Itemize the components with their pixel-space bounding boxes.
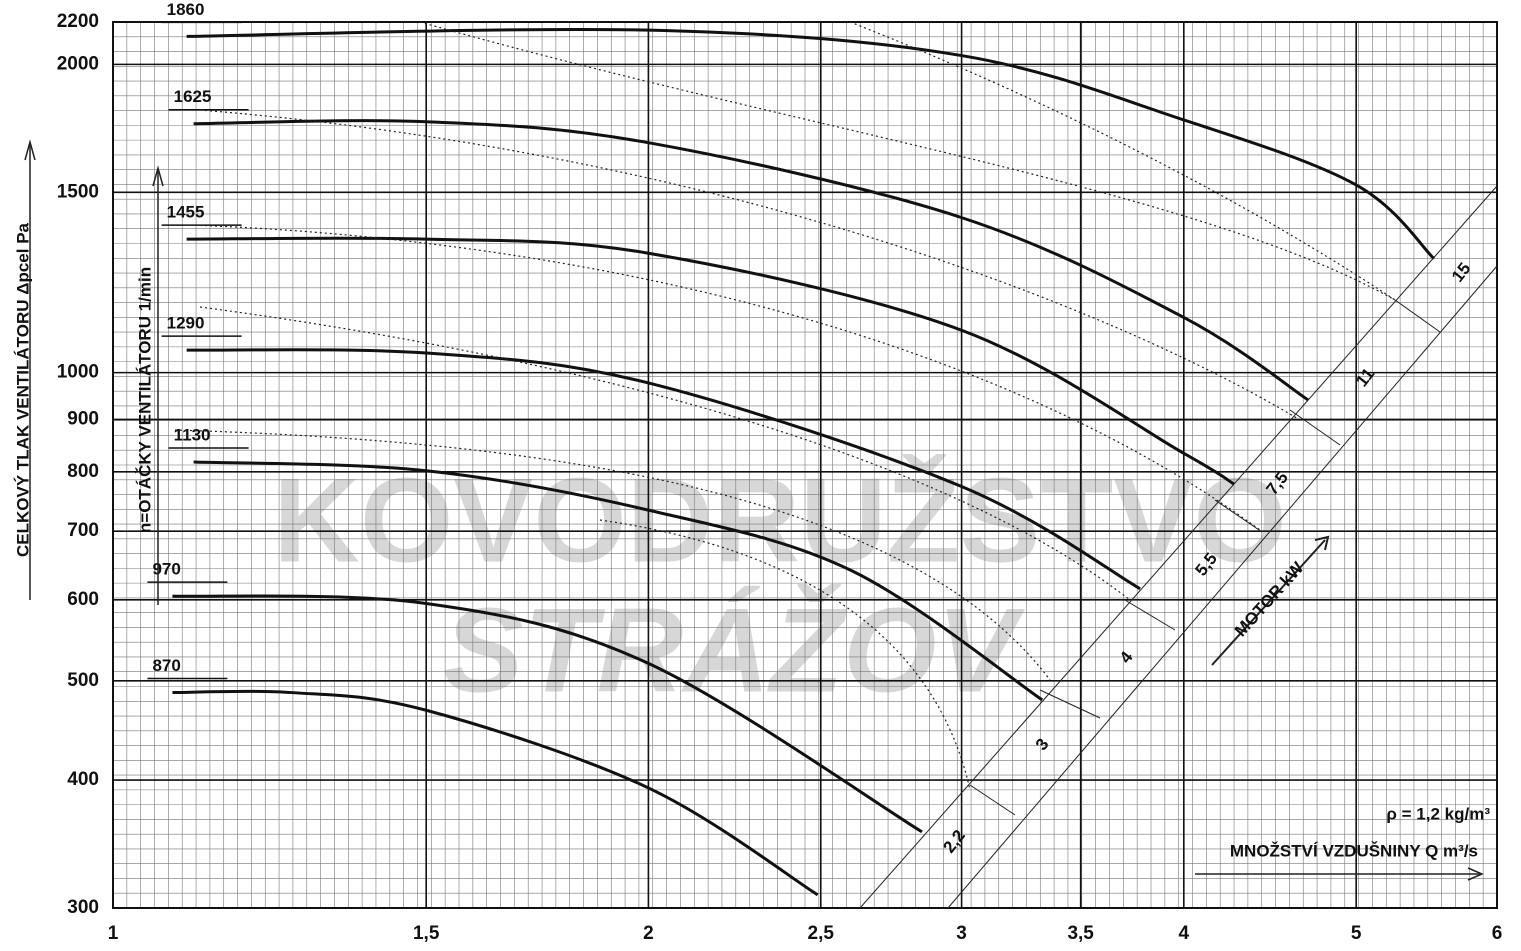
dotted-curve: [189, 224, 1261, 531]
fan-curve: [193, 460, 1044, 702]
y-arrow-head: [24, 139, 36, 161]
watermark: KOVODRUŽSTVO STRÁŽOV: [273, 454, 1286, 718]
x-axis-title: MNOŽSTVÍ VZDUŠNINY Q m³/s: [1230, 841, 1478, 860]
x-arrow-head: [1467, 867, 1484, 881]
motor-line: [947, 265, 1498, 909]
x-tick-label: 6: [1492, 923, 1503, 944]
fan-curve: [186, 27, 1436, 260]
n-arrow-head: [152, 165, 164, 187]
speed-label: 1860: [167, 0, 205, 19]
x-tick-label: 2: [643, 923, 654, 944]
fan-curve: [172, 689, 819, 897]
motor-line: [859, 185, 1498, 909]
efficiency-lines: [174, 21, 1396, 791]
x-tick-label: 1: [108, 923, 119, 944]
y-tick-label: 2200: [57, 11, 99, 32]
speed-label: 1625: [174, 87, 212, 106]
motor-lines: [24, 139, 1498, 909]
speed-label: 1130: [174, 425, 211, 444]
y-tick-label: 800: [67, 461, 99, 482]
speed-label: 870: [152, 656, 180, 675]
x-tick-label: 2,5: [808, 923, 835, 944]
motor-connector: [969, 299, 1441, 816]
speed-label: 1455: [167, 203, 205, 222]
motor-arrow: [1211, 539, 1326, 666]
y-tick-label: 1500: [57, 181, 99, 202]
speed-title: n=OTÁČKY VENTILÁTORU 1/min: [135, 267, 154, 533]
y-tick-label: 400: [67, 769, 99, 790]
y-tick-label: 2000: [57, 53, 99, 74]
fan-curve: [186, 236, 1236, 486]
fan-curve: [193, 119, 1310, 402]
x-tick-label: 3,5: [1067, 923, 1094, 944]
watermark-text: STRÁŽOV: [443, 584, 1025, 718]
y-axis-title: CELKOVÝ TLAK VENTILÁTORU Δpcel Pa: [13, 222, 32, 557]
y-tick-label: 600: [67, 589, 99, 610]
dotted-curve: [199, 109, 1301, 421]
dotted-curve: [174, 429, 1051, 681]
speed-label: 970: [152, 560, 180, 579]
x-tick-label: 3: [956, 923, 967, 944]
speed-label: 1290: [167, 314, 205, 333]
y-tick-label: 900: [67, 408, 99, 429]
minor-grid: [112, 21, 1498, 909]
x-tick-label: 5: [1351, 923, 1362, 944]
density-label: ρ = 1,2 kg/m³: [1386, 804, 1490, 823]
motor-arrow-head: [1314, 535, 1330, 551]
y-tick-label: 700: [67, 520, 99, 541]
x-tick-label: 1,5: [413, 923, 440, 944]
motor-size-label: 3: [1032, 735, 1053, 754]
dotted-curve: [599, 519, 971, 791]
y-tick-label: 500: [67, 670, 99, 691]
y-tick-label: 1000: [57, 362, 99, 383]
y-tick-label: 300: [67, 897, 99, 918]
fan-curve: [186, 348, 1141, 591]
watermark-text: KOVODRUŽSTVO: [273, 454, 1286, 588]
motor-size-label: 2,2: [939, 826, 969, 856]
x-tick-label: 4: [1179, 923, 1190, 944]
motor-size-label: 15: [1448, 259, 1475, 286]
fan-curve: [172, 594, 923, 834]
